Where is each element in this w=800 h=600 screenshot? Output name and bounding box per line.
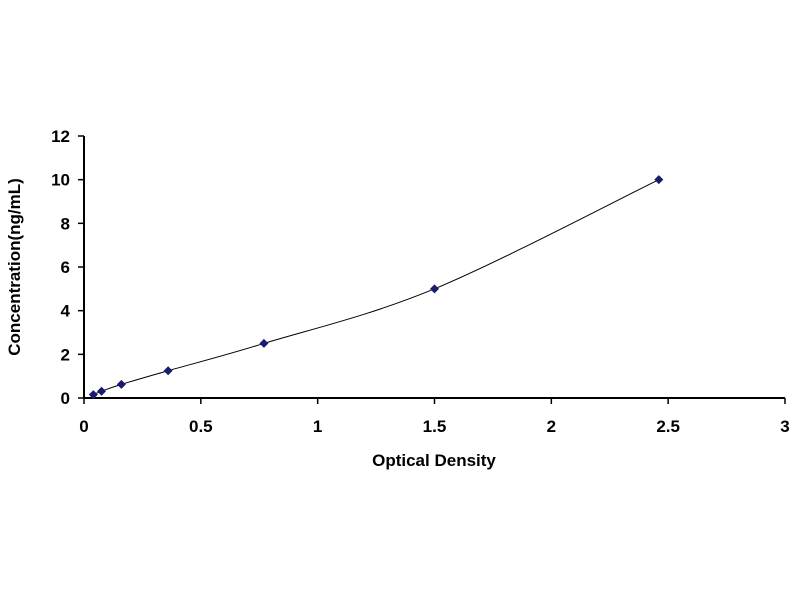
data-point bbox=[88, 390, 98, 400]
x-tick-label: 2 bbox=[547, 417, 556, 436]
x-tick-label: 2.5 bbox=[656, 417, 680, 436]
y-tick-label: 0 bbox=[61, 389, 70, 408]
data-point bbox=[430, 284, 439, 294]
x-tick-label: 0 bbox=[79, 417, 88, 436]
y-tick-label: 10 bbox=[51, 171, 70, 190]
data-point bbox=[654, 175, 664, 185]
y-tick-label: 8 bbox=[61, 214, 70, 233]
x-tick-label: 3 bbox=[780, 417, 789, 436]
data-point bbox=[97, 386, 107, 396]
data-point bbox=[116, 379, 126, 389]
y-tick-label: 6 bbox=[61, 258, 70, 277]
x-tick-label: 1 bbox=[313, 417, 322, 436]
y-tick-label: 12 bbox=[51, 127, 70, 146]
data-point bbox=[259, 338, 269, 348]
y-tick-label: 2 bbox=[61, 345, 70, 364]
axes bbox=[83, 136, 785, 399]
y-axis-label: Concentration(ng/mL) bbox=[5, 178, 24, 356]
data-point bbox=[163, 366, 173, 376]
trendline bbox=[93, 179, 660, 396]
x-tick-label: 1.5 bbox=[423, 417, 447, 436]
x-tick-label: 0.5 bbox=[189, 417, 213, 436]
x-axis-label: Optical Density bbox=[372, 451, 496, 470]
y-tick-label: 4 bbox=[61, 302, 71, 321]
